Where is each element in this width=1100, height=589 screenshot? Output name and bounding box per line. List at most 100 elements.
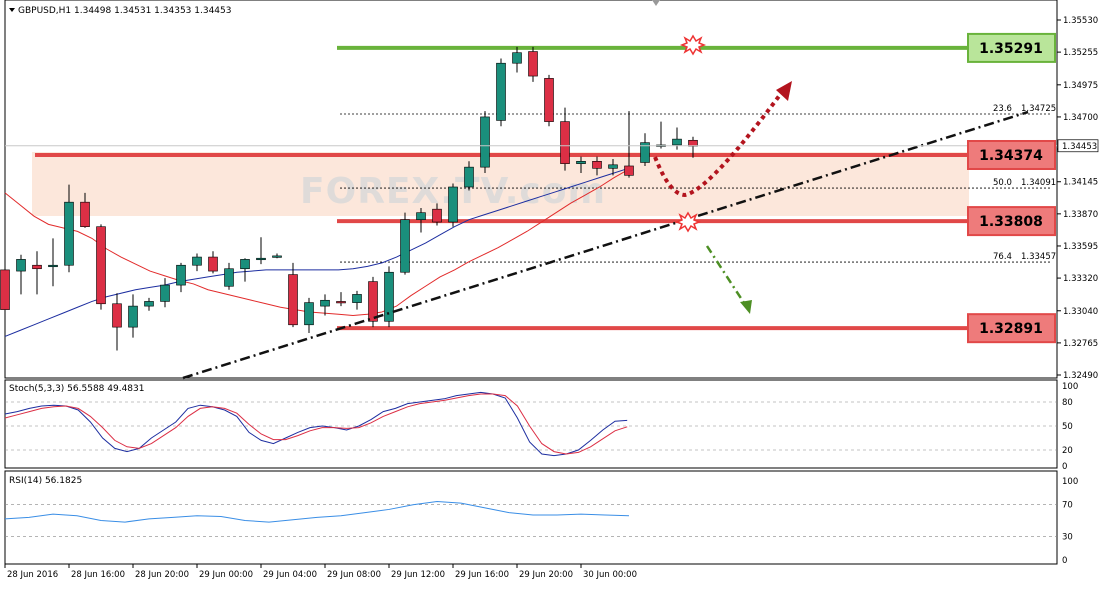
y-tick-label: 1.34975 — [1063, 81, 1098, 91]
candle-body — [672, 138, 682, 146]
dropdown-arrow-icon[interactable] — [9, 8, 15, 12]
candle-body — [256, 257, 266, 261]
y-tick-label: 1.33595 — [1063, 242, 1098, 252]
axis-layer: 1.355301.352551.349751.347001.344251.341… — [5, 16, 1099, 381]
rsi-tick-label: 100 — [1062, 477, 1078, 487]
candle-body — [272, 255, 282, 258]
ma-slow-line — [4, 167, 629, 337]
candle-body — [0, 269, 10, 310]
arrowhead-up-icon — [776, 81, 792, 101]
candle-body — [576, 161, 586, 164]
candle-body — [640, 142, 650, 163]
candle-body — [608, 164, 618, 169]
candle-body — [400, 219, 410, 273]
y-tick-label: 1.35255 — [1063, 48, 1098, 58]
last-price-label: 1.34453 — [1062, 142, 1097, 152]
candle-body — [336, 301, 346, 304]
candle-layer — [0, 46, 698, 351]
y-tick-label: 1.33320 — [1063, 274, 1098, 284]
candle-body — [288, 274, 298, 326]
x-tick-label: 28 Jun 2016 — [7, 570, 58, 580]
star-marker-icon — [674, 211, 702, 233]
y-tick-label: 1.33040 — [1063, 307, 1098, 317]
y-tick-label: 1.32490 — [1063, 371, 1098, 381]
candle-body — [368, 281, 378, 322]
candle-body — [240, 259, 250, 270]
rsi-panel-frame — [4, 470, 1058, 565]
candle-body — [80, 201, 90, 227]
level-box — [967, 32, 1056, 63]
rsi-layer: 100 70 30 0 — [4, 477, 1078, 566]
level-box — [967, 206, 1056, 237]
fib-label: 76.4 — [993, 252, 1012, 262]
x-tick-label: 29 Jun 04:00 — [263, 570, 317, 580]
x-tick-label: 29 Jun 16:00 — [455, 570, 509, 580]
candle-body — [192, 256, 202, 266]
projection-down-arrow — [705, 245, 748, 307]
support-zone — [32, 152, 969, 216]
candle-body — [304, 302, 314, 326]
fib-label: 50.0 — [993, 178, 1012, 188]
stoch-signal-line — [4, 393, 628, 455]
candle-body — [112, 303, 122, 328]
candle-body — [528, 51, 538, 77]
candle-body — [624, 165, 634, 176]
stoch-panel-frame — [4, 379, 1058, 469]
candle-body — [160, 284, 170, 302]
candle-body — [352, 294, 362, 303]
level-box-label: 1.32891 — [979, 321, 1043, 337]
fib-value: 1.33457 — [1021, 252, 1056, 262]
y-tick-label: 1.32765 — [1063, 339, 1098, 349]
stoch-tick-label: 80 — [1062, 398, 1073, 408]
candle-body — [208, 256, 218, 272]
candle-body — [512, 52, 522, 64]
level-box-label: 1.35291 — [979, 41, 1043, 57]
rsi-line — [4, 501, 630, 523]
x-tick-label: 29 Jun 08:00 — [327, 570, 381, 580]
x-tick-label: 28 Jun 20:00 — [135, 570, 189, 580]
y-tick-label: 1.34700 — [1063, 113, 1098, 123]
candle-body — [496, 62, 506, 121]
chart-header: GBPUSD,H1 1.34498 1.34531 1.34353 1.3445… — [18, 6, 231, 16]
candle-body — [560, 121, 570, 164]
scroll-marker-icon[interactable] — [652, 0, 660, 6]
star-marker-icon — [679, 34, 707, 56]
ma-fast-line — [4, 169, 629, 316]
x-tick-label: 29 Jun 12:00 — [391, 570, 445, 580]
stoch-tick-label: 50 — [1062, 422, 1073, 432]
level-layer — [35, 45, 969, 331]
stoch-header: Stoch(5,3,3) 56.5588 49.4831 — [9, 384, 144, 394]
candle-body — [144, 301, 154, 307]
last-price-marker — [1057, 139, 1099, 153]
candle-body — [16, 259, 26, 272]
y-tick-label: 1.35530 — [1063, 16, 1098, 26]
xlabel-layer: 28 Jun 2016 28 Jun 16:00 28 Jun 20:00 29 Ju… — [4, 564, 637, 580]
x-tick-label: 29 Jun 20:00 — [519, 570, 573, 580]
stoch-main-line — [4, 391, 628, 457]
fib-value: 1.34725 — [1021, 104, 1056, 114]
y-tick-label: 1.33870 — [1063, 210, 1098, 220]
stoch-tick-label: 20 — [1062, 446, 1073, 456]
level-box — [967, 139, 1056, 170]
candle-body — [592, 161, 602, 169]
rsi-tick-label: 0 — [1062, 556, 1067, 566]
level-box-label: 1.33808 — [979, 214, 1043, 230]
candle-body — [448, 186, 458, 223]
candle-body — [688, 139, 698, 147]
candle-body — [544, 78, 554, 122]
candle-body — [224, 268, 234, 287]
x-tick-label: 28 Jun 16:00 — [71, 570, 125, 580]
rsi-header: RSI(14) 56.1825 — [9, 476, 82, 486]
candle-body — [48, 264, 58, 268]
candle-body — [96, 226, 106, 305]
fib-value: 1.34091 — [1021, 178, 1056, 188]
stoch-tick-label: 100 — [1062, 382, 1078, 392]
candle-body — [480, 116, 490, 168]
candle-body — [464, 166, 474, 188]
x-tick-label: 30 Jun 00:00 — [583, 570, 637, 580]
y-tick-label: 1.34145 — [1063, 178, 1098, 188]
stoch-layer: 100 80 50 20 0 — [4, 382, 1078, 472]
level-box — [967, 313, 1056, 344]
